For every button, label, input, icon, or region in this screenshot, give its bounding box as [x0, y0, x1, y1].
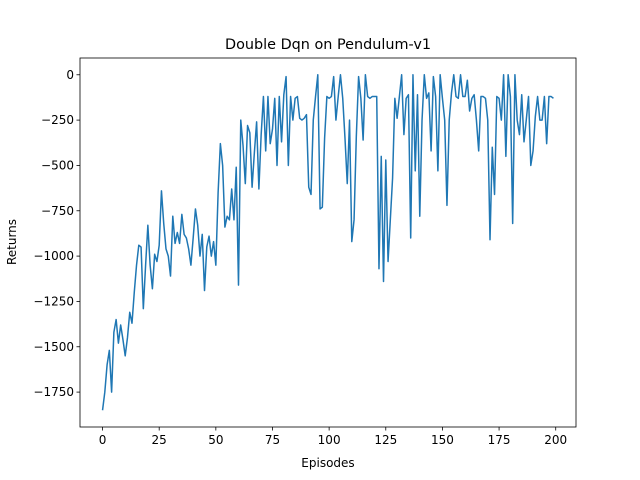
- x-tick-label: 0: [99, 433, 107, 447]
- y-tick-label: −1000: [33, 249, 74, 263]
- x-tick-label: 50: [208, 433, 223, 447]
- y-tick-label: −1500: [33, 340, 74, 354]
- y-tick-label: −500: [41, 158, 74, 172]
- x-tick-label: 100: [318, 433, 341, 447]
- x-tick-label: 75: [265, 433, 280, 447]
- line-series: [101, 74, 554, 411]
- x-tick-label: 25: [152, 433, 167, 447]
- x-tick-label: 200: [544, 433, 567, 447]
- y-tick-label: −1750: [33, 385, 74, 399]
- y-tick-label: −250: [41, 113, 74, 127]
- chart-title: Double Dqn on Pendulum-v1: [225, 37, 431, 53]
- x-tick-label: 125: [374, 433, 397, 447]
- plot-frame: [79, 57, 577, 428]
- y-tick-label: 0: [66, 68, 74, 82]
- y-tick-label: −1250: [33, 294, 74, 308]
- x-tick-label: 175: [488, 433, 511, 447]
- x-tick-label: 150: [431, 433, 454, 447]
- y-axis-label: Returns: [5, 219, 19, 265]
- x-axis-label: Episodes: [301, 456, 354, 470]
- y-tick-label: −750: [41, 204, 74, 218]
